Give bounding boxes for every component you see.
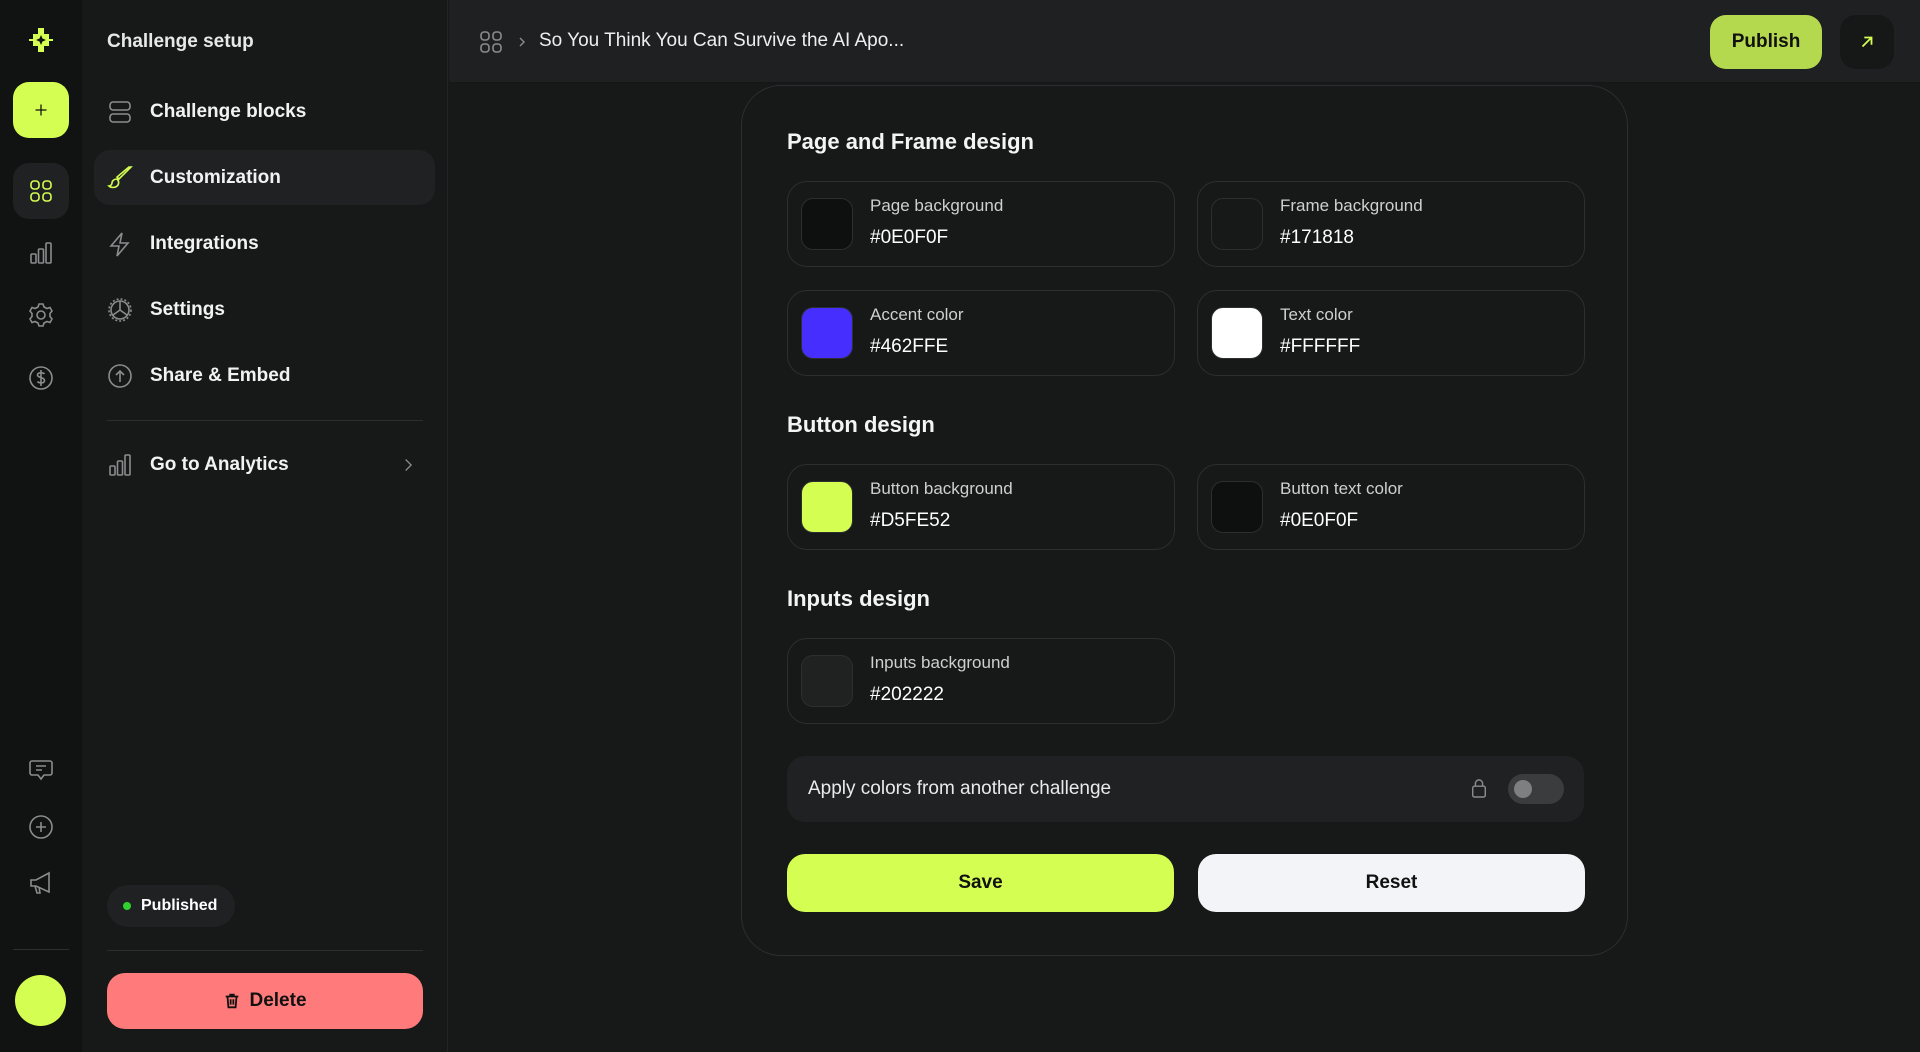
gear-icon xyxy=(29,303,53,327)
color-label: Button text color xyxy=(1280,479,1403,498)
open-external-button[interactable] xyxy=(1840,15,1894,69)
sidebar-item-label: Customization xyxy=(150,166,281,188)
create-button[interactable] xyxy=(13,82,69,138)
apply-colors-label: Apply colors from another challenge xyxy=(808,778,1112,799)
challenge-title[interactable]: So You Think You Can Survive the AI Apo.… xyxy=(539,30,905,51)
color-swatch[interactable] xyxy=(1211,481,1263,533)
grid-icon xyxy=(30,180,52,202)
sidebar-item-integrations[interactable]: Integrations xyxy=(94,216,435,271)
color-value: #0E0F0F xyxy=(1280,510,1359,531)
blocks-icon xyxy=(109,100,131,123)
lightning-icon xyxy=(109,231,130,257)
color-label: Frame background xyxy=(1280,196,1423,215)
color-value: #171818 xyxy=(1280,227,1354,248)
avatar[interactable] xyxy=(15,975,66,1026)
rail-divider xyxy=(13,949,69,950)
breadcrumb-chevron-icon xyxy=(519,37,525,47)
color-label: Inputs background xyxy=(870,653,1010,672)
publish-button[interactable]: Publish xyxy=(1710,15,1822,69)
save-button[interactable]: Save xyxy=(787,854,1174,912)
section-title: Button design xyxy=(787,412,935,437)
sidebar-item-label: Go to Analytics xyxy=(150,453,289,475)
sidebar-item-share-embed[interactable]: Share & Embed xyxy=(94,348,435,403)
color-value: #D5FE52 xyxy=(870,510,951,531)
color-value: #0E0F0F xyxy=(870,227,949,248)
color-tile-accent[interactable]: Accent color #462FFE xyxy=(787,290,1175,376)
icon-rail xyxy=(0,0,82,1052)
status-dot xyxy=(123,902,131,910)
billing-nav-button[interactable] xyxy=(13,350,69,406)
delete-label: Delete xyxy=(249,990,307,1011)
color-swatch[interactable] xyxy=(801,307,853,359)
sidebar-divider xyxy=(107,950,423,951)
add-button[interactable] xyxy=(13,799,69,855)
color-label: Accent color xyxy=(870,305,964,324)
color-swatch[interactable] xyxy=(801,481,853,533)
sidebar-title: Challenge setup xyxy=(107,31,254,52)
sidebar-divider xyxy=(107,420,423,421)
announcements-button[interactable] xyxy=(13,855,69,911)
gear-icon xyxy=(108,297,132,322)
upload-circle-icon xyxy=(108,363,132,388)
chevron-right-icon xyxy=(405,458,413,471)
sidebar-item-customization[interactable]: Customization xyxy=(94,150,435,205)
color-tile-button-background[interactable]: Button background #D5FE52 xyxy=(787,464,1175,550)
color-swatch[interactable] xyxy=(801,655,853,707)
apply-colors-toggle[interactable] xyxy=(1508,774,1564,804)
lock-icon xyxy=(1471,779,1487,798)
color-swatch[interactable] xyxy=(801,198,853,250)
delete-button[interactable]: Delete xyxy=(107,973,423,1029)
sidebar-item-label: Settings xyxy=(150,298,225,320)
status-badge: Published xyxy=(107,885,236,927)
sidebar: Challenge setup Challenge blocks Customi… xyxy=(82,0,448,1052)
sidebar-item-label: Challenge blocks xyxy=(150,100,307,122)
top-header: So You Think You Can Survive the AI Apo.… xyxy=(449,0,1920,83)
color-tile-frame-background[interactable]: Frame background #171818 xyxy=(1197,181,1585,267)
customization-card: Page and Frame design Page background #0E… xyxy=(741,85,1628,956)
status-label: Published xyxy=(141,897,218,914)
color-tile-text[interactable]: Text color #FFFFFF xyxy=(1197,290,1585,376)
color-label: Button background xyxy=(870,479,1013,498)
color-swatch[interactable] xyxy=(1211,307,1263,359)
sidebar-item-challenge-blocks[interactable]: Challenge blocks xyxy=(94,84,435,139)
color-swatch[interactable] xyxy=(1211,198,1263,250)
color-label: Page background xyxy=(870,196,1004,215)
settings-nav-button[interactable] xyxy=(13,287,69,343)
color-value: #202222 xyxy=(870,684,944,705)
logo-icon xyxy=(13,12,69,68)
arrow-up-right-icon xyxy=(1861,36,1873,48)
section-title: Page and Frame design xyxy=(787,129,1034,154)
brush-icon xyxy=(107,165,133,188)
chat-icon xyxy=(29,760,53,781)
color-value: #FFFFFF xyxy=(1280,336,1361,357)
section-title: Inputs design xyxy=(787,586,930,611)
trash-icon xyxy=(226,993,239,1009)
apply-colors-row: Apply colors from another challenge xyxy=(787,756,1584,822)
sidebar-item-go-to-analytics[interactable]: Go to Analytics xyxy=(94,437,435,492)
sidebar-item-label: Share & Embed xyxy=(150,364,291,386)
feedback-button[interactable] xyxy=(13,742,69,798)
sidebar-item-settings[interactable]: Settings xyxy=(94,282,435,337)
dollar-icon xyxy=(29,366,53,390)
color-value: #462FFE xyxy=(870,336,949,357)
grid-icon[interactable] xyxy=(477,28,505,56)
reset-button[interactable]: Reset xyxy=(1198,854,1585,912)
color-tile-page-background[interactable]: Page background #0E0F0F xyxy=(787,181,1175,267)
challenges-nav-button[interactable] xyxy=(13,163,69,219)
color-tile-button-text[interactable]: Button text color #0E0F0F xyxy=(1197,464,1585,550)
color-label: Text color xyxy=(1280,305,1353,324)
bar-chart-icon xyxy=(109,453,131,476)
plus-circle-icon xyxy=(29,815,53,839)
color-tile-inputs-background[interactable]: Inputs background #202222 xyxy=(787,638,1175,724)
analytics-nav-button[interactable] xyxy=(13,225,69,281)
megaphone-icon xyxy=(30,871,50,894)
bar-chart-icon xyxy=(30,242,52,264)
sidebar-item-label: Integrations xyxy=(150,232,259,254)
